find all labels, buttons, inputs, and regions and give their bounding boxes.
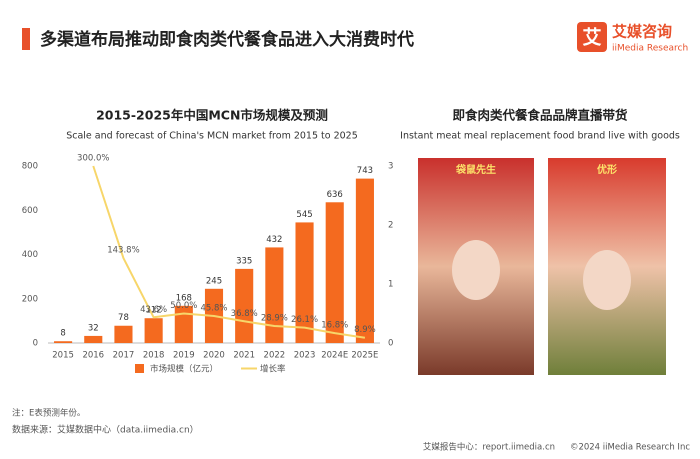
legend-swatch xyxy=(135,364,144,373)
y-tick-label: 0 xyxy=(33,339,38,349)
title-marker xyxy=(22,28,30,50)
source: 数据来源：艾媒数据中心（data.iimedia.cn） xyxy=(12,424,199,436)
bar-value-label: 32 xyxy=(88,323,99,333)
x-tick-label: 2017 xyxy=(113,351,135,361)
chart-subtitle: Scale and forecast of China's MCN market… xyxy=(66,131,358,142)
page-title: 多渠道布局推动即食肉类代餐食品进入大消费时代 xyxy=(40,29,414,50)
x-tick-label: 2024E xyxy=(321,351,348,361)
line-value-label: 28.9% xyxy=(261,313,288,323)
bar xyxy=(84,335,103,343)
line-value-label: 50.0% xyxy=(170,301,197,311)
bar xyxy=(144,318,163,343)
x-tick-label: 2019 xyxy=(173,351,195,361)
bar-value-label: 335 xyxy=(236,256,252,266)
bar-value-label: 743 xyxy=(357,166,373,176)
copyright: ©2024 iiMedia Research Inc xyxy=(570,443,690,453)
logo-sub: iiMedia Research xyxy=(612,44,688,54)
legend-label: 增长率 xyxy=(260,364,286,375)
bar-value-label: 636 xyxy=(327,190,343,200)
x-tick-label: 2020 xyxy=(203,351,225,361)
bar xyxy=(325,202,344,343)
line-value-label: 300.0% xyxy=(77,154,109,164)
x-tick-label: 2021 xyxy=(233,351,255,361)
bar xyxy=(355,178,374,343)
line-value-label: 43.6% xyxy=(140,305,167,315)
y2-tick-label: 1 xyxy=(388,280,393,290)
x-tick-label: 2018 xyxy=(143,351,165,361)
y-tick-label: 800 xyxy=(22,162,38,172)
line-value-label: 8.9% xyxy=(354,325,376,335)
bar-value-label: 168 xyxy=(176,293,192,303)
y2-tick-label: 2 xyxy=(388,221,393,231)
bar-value-label: 78 xyxy=(118,313,129,323)
y-tick-label: 400 xyxy=(22,250,38,260)
bar-value-label: 545 xyxy=(296,210,312,220)
bar-value-label: 432 xyxy=(266,235,282,245)
x-tick-label: 2015 xyxy=(52,351,74,361)
report-link: 艾媒报告中心：report.iimedia.cn xyxy=(423,442,555,453)
footnote: 注：E表预测年份。 xyxy=(12,408,85,419)
image-label: 袋鼠先生 xyxy=(455,163,496,176)
line-value-label: 143.8% xyxy=(107,246,139,256)
chart-title: 2015-2025年中国MCN市场规模及预测 xyxy=(96,108,328,123)
panel-subtitle: Instant meat meal replacement food brand… xyxy=(400,131,680,142)
logo-name: 艾媒咨询 xyxy=(612,23,672,41)
x-tick-label: 2022 xyxy=(264,351,286,361)
x-tick-label: 2016 xyxy=(82,351,104,361)
y2-tick-label: 0 xyxy=(388,339,393,349)
growth-line xyxy=(92,165,366,339)
line-value-label: 16.8% xyxy=(321,321,348,331)
bar-value-label: 245 xyxy=(206,276,222,286)
logo-box xyxy=(577,22,607,52)
bar xyxy=(174,305,193,343)
bar-value-label: 112 xyxy=(146,306,162,316)
panel-title: 即食肉类代餐食品品牌直播带货 xyxy=(452,108,628,123)
bar xyxy=(54,341,73,343)
bar xyxy=(235,268,254,343)
y-tick-label: 600 xyxy=(22,206,38,216)
bar-value-label: 8 xyxy=(60,329,65,339)
bar xyxy=(265,247,284,343)
bar xyxy=(295,222,314,343)
x-tick-label: 2025E xyxy=(351,351,378,361)
host-figure xyxy=(583,250,631,310)
line-value-label: 45.8% xyxy=(200,303,227,313)
x-tick-label: 2023 xyxy=(294,351,316,361)
line-value-label: 26.1% xyxy=(291,315,318,325)
y2-tick-label: 3 xyxy=(388,162,393,172)
logo-mark: 艾 xyxy=(582,27,601,49)
y-tick-label: 200 xyxy=(22,294,38,304)
line-value-label: 36.8% xyxy=(231,309,258,319)
legend-label: 市场规模（亿元） xyxy=(150,364,218,375)
host-figure xyxy=(452,240,500,300)
image-label: 优形 xyxy=(597,163,617,176)
bar xyxy=(114,325,133,343)
